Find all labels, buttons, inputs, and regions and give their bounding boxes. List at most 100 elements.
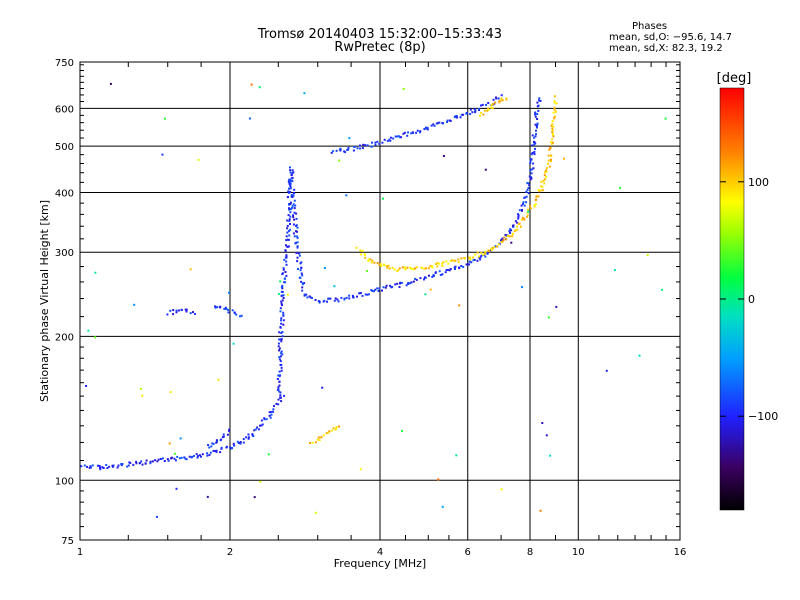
- scatter-point: [288, 220, 291, 222]
- scatter-point: [389, 139, 392, 142]
- scatter-point: [426, 128, 429, 131]
- scatter-point: [383, 138, 386, 141]
- scatter-point: [127, 464, 130, 467]
- scatter-point: [116, 466, 119, 469]
- scatter-point: [550, 160, 552, 163]
- scatter-point: [367, 259, 370, 262]
- scatter-point: [286, 224, 289, 227]
- scatter-point: [315, 441, 317, 444]
- scatter-point: [138, 462, 141, 465]
- scatter-point: [552, 135, 555, 138]
- scatter-point: [367, 293, 370, 296]
- scatter-point: [358, 292, 361, 295]
- scatter-point: [399, 281, 402, 284]
- scatter-point: [359, 147, 362, 150]
- scatter-point: [535, 133, 537, 136]
- scatter-point: [409, 266, 412, 269]
- scatter-point: [508, 235, 511, 238]
- scatter-point: [533, 204, 536, 206]
- scatter-point: [279, 360, 282, 363]
- scatter-point: [192, 311, 194, 314]
- scatter-point: [247, 437, 250, 440]
- scatter-point: [245, 436, 248, 439]
- scatter-point: [415, 131, 418, 134]
- scatter-point: [501, 240, 504, 243]
- scatter-point: [126, 465, 129, 468]
- phases-label: Phases: [632, 21, 668, 32]
- scatter-point: [180, 309, 183, 311]
- scatter-point: [401, 430, 403, 433]
- scatter-point: [330, 151, 333, 154]
- scatter-point: [378, 263, 381, 266]
- scatter-point: [276, 378, 279, 380]
- scatter-point: [206, 454, 209, 457]
- scatter-point: [437, 478, 440, 481]
- scatter-point: [247, 436, 250, 439]
- scatter-point: [296, 246, 299, 249]
- scatter-point: [168, 442, 171, 445]
- axis-ticks: 1 2 4 6 8 10 16 75 100 200 300 400 500 600 750: [55, 58, 686, 558]
- scatter-point: [527, 187, 530, 190]
- scatter-point: [183, 456, 186, 459]
- scatter-point: [447, 269, 450, 271]
- scatter-point: [121, 463, 124, 465]
- scatter-point: [288, 203, 291, 205]
- scatter-point: [424, 293, 427, 296]
- scatter-point: [291, 206, 293, 209]
- y-tick-label: 750: [55, 58, 74, 69]
- scatter-point: [389, 136, 392, 139]
- scatter-point: [129, 462, 132, 464]
- y-tick-label: 600: [55, 104, 74, 115]
- scatter-point: [476, 251, 479, 254]
- scatter-point: [222, 433, 225, 436]
- scatter-point: [161, 153, 164, 156]
- scatter-point: [374, 288, 377, 291]
- scatter-point: [407, 282, 410, 284]
- scatter-point: [314, 511, 317, 514]
- scatter-point: [185, 458, 188, 461]
- scatter-point: [516, 225, 519, 228]
- scatter-point: [518, 222, 521, 225]
- scatter-point: [318, 300, 321, 303]
- scatter-point: [225, 446, 228, 449]
- scatter-point: [231, 447, 233, 449]
- scatter-point: [359, 144, 361, 147]
- scatter-point: [292, 223, 295, 226]
- scatter-point: [356, 147, 359, 150]
- scatter-point: [175, 309, 178, 312]
- scatter-point: [303, 293, 306, 296]
- scatter-point: [423, 128, 426, 131]
- scatter-point: [549, 454, 552, 457]
- scatter-point: [474, 253, 477, 256]
- scatter-point: [281, 287, 284, 290]
- scatter-point: [471, 111, 474, 114]
- scatter-point: [279, 394, 282, 397]
- scatter-point: [384, 286, 387, 289]
- scatter-point: [502, 239, 505, 241]
- scatter-point: [221, 436, 224, 439]
- scatter-point: [412, 280, 415, 283]
- scatter-point: [664, 117, 667, 120]
- scatter-point: [552, 111, 555, 114]
- scatter-point: [292, 232, 295, 235]
- scatter-point: [94, 271, 97, 274]
- x-tick-label: 2: [227, 547, 233, 558]
- scatter-point: [282, 297, 285, 299]
- x-tick-label: 4: [377, 547, 383, 558]
- scatter-point: [87, 329, 90, 332]
- scatter-point: [539, 509, 542, 512]
- scatter-point: [431, 275, 434, 278]
- scatter-point: [220, 438, 223, 441]
- scatter-point: [481, 103, 484, 106]
- scatter-point: [279, 355, 282, 358]
- scatter-point: [253, 429, 256, 432]
- scatter-point: [462, 266, 465, 268]
- scatter-point: [619, 186, 622, 189]
- scatter-point: [514, 220, 517, 223]
- scatter-point: [550, 124, 553, 127]
- scatter-point: [343, 298, 346, 301]
- scatter-point: [494, 245, 497, 248]
- scatter-point: [400, 136, 402, 139]
- scatter-point: [290, 177, 293, 180]
- scatter-point: [509, 228, 512, 231]
